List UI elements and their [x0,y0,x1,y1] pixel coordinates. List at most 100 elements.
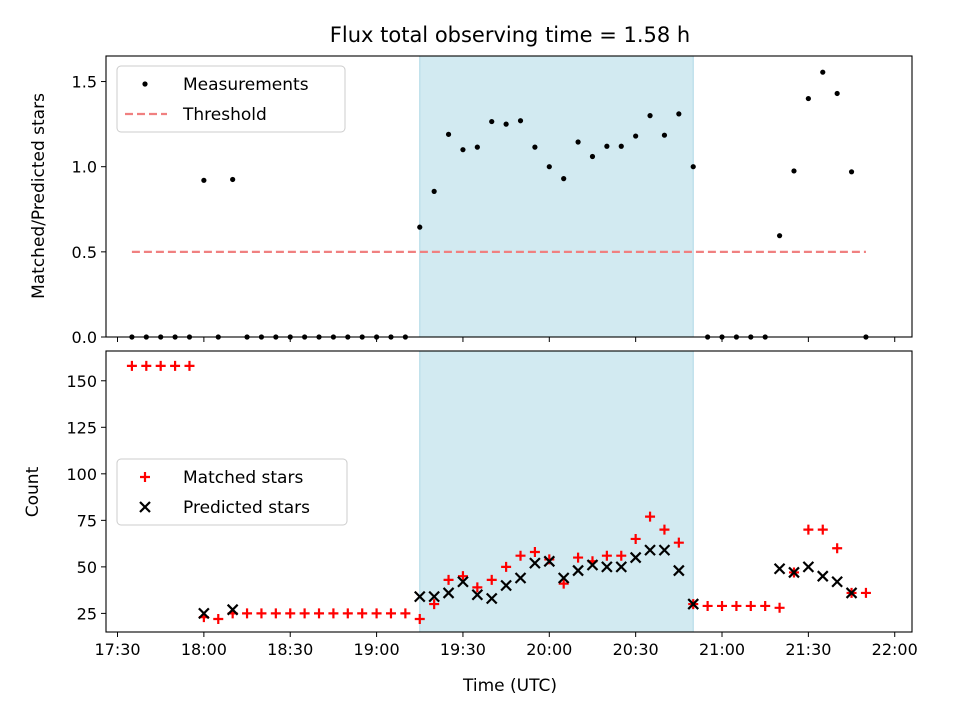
data-point [860,587,871,598]
x-tick-label: 20:30 [613,640,659,659]
data-point [676,111,682,117]
x-tick-label: 21:30 [785,640,831,659]
legend-label: Threshold [182,105,267,125]
data-point [618,143,624,149]
bottom-panel-count: 25 50 75 100 125 150 17:30 18:00 18:30 19:00 19:30… [23,350,918,659]
data-point [572,564,584,577]
y-tick-label: 0.5 [72,243,97,262]
data-point [586,559,599,571]
data-point [845,587,858,599]
data-point [460,147,466,153]
data-point [816,570,829,582]
legend-swatch [140,472,150,482]
legend-box [116,65,346,133]
data-point [213,613,224,624]
data-point [615,561,628,573]
data-point [834,90,840,97]
data-point [198,607,210,620]
data-point [489,118,495,125]
data-point [820,69,826,75]
data-point [442,587,455,599]
data-point [776,233,783,239]
data-point [575,139,581,145]
data-point [445,131,452,137]
data-point [457,571,468,582]
x-tick-label: 18:00 [181,640,227,659]
data-point [644,544,656,556]
data-point [791,168,797,174]
data-point [457,575,469,588]
data-point [485,592,498,605]
data-point [400,608,411,619]
axes-frame [105,350,913,633]
legend: Matched stars Predicted stars [116,458,348,526]
data-point [417,224,423,230]
data-point [342,608,353,619]
data-point [413,590,426,603]
data-point [687,598,700,610]
data-point [529,546,540,557]
data-point [328,608,339,619]
data-point [529,557,541,569]
data-point [501,561,512,572]
data-point [601,550,612,561]
chart-title: Flux total observing time = 1.58 h [330,23,690,47]
data-point [645,511,656,522]
data-point [429,599,440,610]
legend-swatch [139,501,151,513]
data-point [500,579,512,592]
data-point [802,561,815,573]
data-point [242,608,253,619]
data-point [589,153,596,160]
data-point [141,360,152,371]
y-axis-label: Count [23,466,43,517]
data-point [831,575,843,588]
data-point [428,590,440,603]
x-tick-label: 17:30 [94,640,140,659]
x-tick-label: 18:30 [267,640,313,659]
data-point [472,582,483,593]
data-point [805,95,811,102]
x-tick-label: 20:00 [526,640,572,659]
data-point [155,360,166,371]
data-point [443,574,454,585]
y-tick-label: 100 [66,465,97,484]
y-tick-label: 75 [77,511,97,530]
y-axis-label: Matched/Predicted stars [29,93,49,299]
legend-label: Matched stars [183,468,303,488]
x-tick-label: 21:00 [699,640,745,659]
data-point [486,574,497,585]
observing-span [419,55,694,338]
y-tick-label: 125 [66,418,97,437]
x-tick-label: 22:00 [872,640,918,659]
legend: Measurements Threshold [116,65,346,133]
legend-swatch [142,81,148,87]
y-tick-label: 0.0 [72,328,97,347]
data-point [299,608,310,619]
data-point [515,550,526,561]
data-point [561,176,567,182]
data-point [832,543,843,554]
data-point [503,121,509,127]
data-point [557,572,570,584]
data-point [788,566,800,579]
data-point [543,555,556,568]
legend-box [116,458,348,526]
data-point [717,600,728,611]
data-point [471,589,484,601]
data-point [647,113,653,119]
data-point [270,608,281,619]
data-point [573,552,584,563]
data-point [817,524,828,535]
data-point [371,608,382,619]
data-point [673,564,685,577]
data-point [773,562,786,575]
data-point [256,608,267,619]
data-point [630,533,641,544]
data-point [604,143,610,149]
data-point [803,524,814,535]
y-tick-label: 1.5 [72,73,97,92]
y-tick-label: 150 [66,372,97,391]
data-point [226,603,239,616]
data-point [731,600,742,611]
